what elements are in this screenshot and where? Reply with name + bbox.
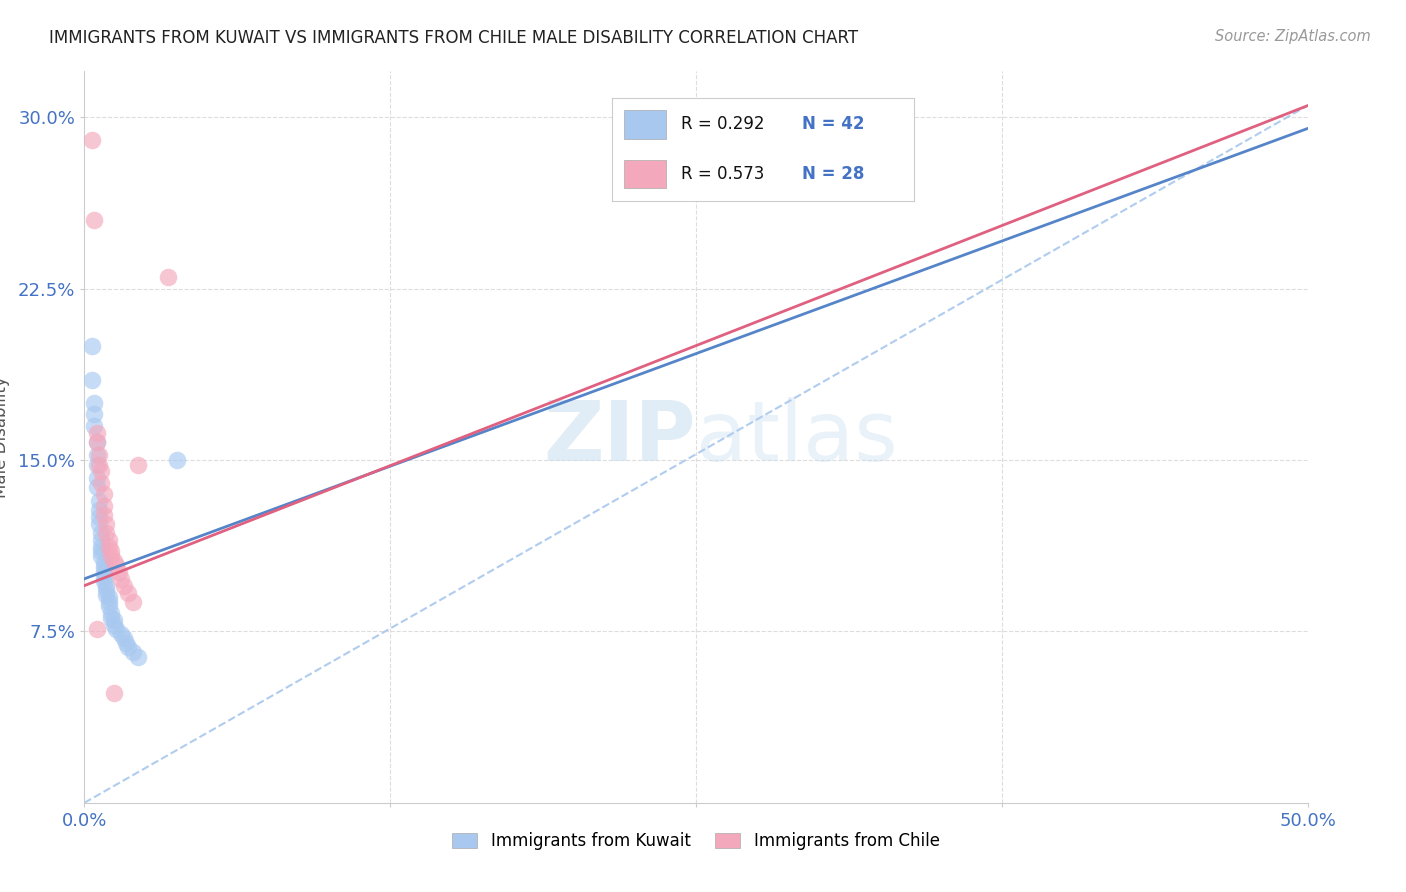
Point	[86, 480, 108, 494]
Point	[156, 270, 179, 285]
Point	[80, 133, 103, 147]
Point	[97, 599, 120, 614]
Point	[87, 510, 110, 524]
Point	[127, 649, 149, 664]
Point	[87, 458, 110, 472]
Point	[103, 617, 125, 632]
FancyBboxPatch shape	[624, 160, 666, 188]
Text: N = 28: N = 28	[801, 164, 865, 183]
Point	[86, 622, 108, 636]
Point	[86, 434, 108, 449]
Point	[86, 425, 108, 440]
Point	[117, 585, 139, 599]
Text: R = 0.573: R = 0.573	[681, 164, 765, 183]
Point	[122, 645, 145, 659]
Point	[83, 213, 105, 227]
Point	[103, 686, 125, 700]
Point	[83, 396, 105, 410]
FancyBboxPatch shape	[624, 111, 666, 139]
Point	[83, 418, 105, 433]
Point	[93, 574, 115, 588]
Y-axis label: Male Disability: Male Disability	[0, 376, 10, 498]
Point	[90, 475, 112, 490]
Text: Source: ZipAtlas.com: Source: ZipAtlas.com	[1215, 29, 1371, 44]
Point	[112, 579, 135, 593]
Text: IMMIGRANTS FROM KUWAIT VS IMMIGRANTS FROM CHILE MALE DISABILITY CORRELATION CHAR: IMMIGRANTS FROM KUWAIT VS IMMIGRANTS FRO…	[49, 29, 858, 46]
Point	[80, 373, 103, 387]
Point	[93, 565, 115, 579]
Point	[96, 588, 118, 602]
Point	[90, 533, 112, 547]
Point	[93, 569, 115, 583]
Point	[97, 595, 120, 609]
Point	[80, 338, 103, 352]
Point	[90, 549, 112, 563]
Point	[97, 533, 120, 547]
Point	[83, 407, 105, 421]
Point	[122, 595, 145, 609]
Point	[110, 626, 132, 640]
Text: atlas: atlas	[696, 397, 897, 477]
Point	[105, 558, 128, 573]
Text: R = 0.292: R = 0.292	[681, 115, 765, 133]
Point	[166, 453, 188, 467]
Point	[103, 613, 125, 627]
Point	[117, 640, 139, 655]
Point	[90, 464, 112, 478]
Point	[100, 549, 122, 563]
Point	[105, 622, 128, 636]
Point	[93, 556, 115, 570]
Point	[90, 540, 112, 554]
Text: ZIP: ZIP	[544, 397, 696, 477]
Text: N = 42: N = 42	[801, 115, 865, 133]
Point	[87, 449, 110, 463]
Point	[107, 565, 129, 579]
Point	[96, 526, 118, 541]
Legend: Immigrants from Kuwait, Immigrants from Chile: Immigrants from Kuwait, Immigrants from …	[446, 825, 946, 856]
Point	[103, 553, 125, 567]
Point	[93, 487, 115, 501]
Point	[96, 583, 118, 598]
Point	[96, 579, 118, 593]
Point	[110, 572, 132, 586]
Point	[112, 632, 135, 646]
Point	[97, 590, 120, 604]
Point	[93, 499, 115, 513]
Point	[87, 494, 110, 508]
Point	[127, 458, 149, 472]
Point	[90, 544, 112, 558]
Point	[100, 610, 122, 624]
Point	[93, 508, 115, 522]
Point	[87, 516, 110, 531]
Point	[90, 526, 112, 541]
Point	[86, 434, 108, 449]
Point	[86, 458, 108, 472]
Point	[86, 449, 108, 463]
Point	[86, 471, 108, 485]
Point	[96, 516, 118, 531]
Point	[115, 636, 138, 650]
Point	[100, 544, 122, 558]
Point	[97, 540, 120, 554]
Point	[87, 503, 110, 517]
Point	[100, 606, 122, 620]
Point	[93, 560, 115, 574]
